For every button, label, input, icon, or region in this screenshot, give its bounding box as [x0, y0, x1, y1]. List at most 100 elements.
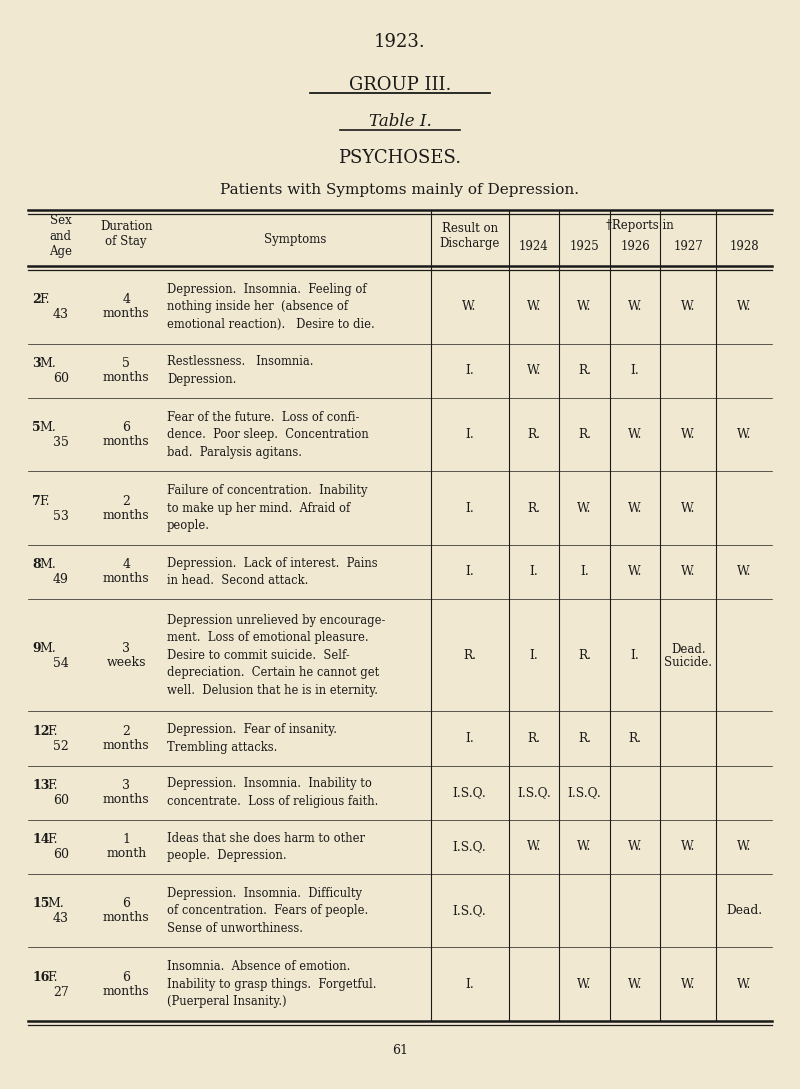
Text: in head.  Second attack.: in head. Second attack.: [167, 574, 308, 587]
Text: 13: 13: [32, 779, 50, 792]
Text: I.S.Q.: I.S.Q.: [453, 904, 486, 917]
Text: months: months: [103, 371, 150, 384]
Text: W.: W.: [526, 841, 541, 854]
Text: 60: 60: [53, 372, 69, 386]
Text: 1923.: 1923.: [374, 33, 426, 51]
Text: 15: 15: [32, 897, 50, 910]
Text: 6: 6: [122, 897, 130, 910]
Text: I.: I.: [630, 364, 639, 377]
Text: I.S.Q.: I.S.Q.: [453, 786, 486, 799]
Text: Depression.  Fear of insanity.: Depression. Fear of insanity.: [167, 723, 337, 736]
Text: Result on
Discharge: Result on Discharge: [439, 222, 500, 250]
Text: 52: 52: [53, 739, 69, 752]
Text: (Puerperal Insanity.): (Puerperal Insanity.): [167, 995, 286, 1008]
Text: W.: W.: [578, 301, 592, 314]
Text: I.: I.: [465, 428, 474, 441]
Text: Ideas that she does harm to other: Ideas that she does harm to other: [167, 832, 365, 845]
Text: M.: M.: [39, 357, 56, 370]
Text: 4: 4: [122, 559, 130, 572]
Text: 60: 60: [53, 794, 69, 807]
Text: months: months: [103, 509, 150, 522]
Text: 2: 2: [122, 725, 130, 738]
Text: 7: 7: [32, 494, 41, 507]
Text: 54: 54: [53, 657, 69, 670]
Text: months: months: [103, 739, 150, 751]
Text: Insomnia.  Absence of emotion.: Insomnia. Absence of emotion.: [167, 960, 350, 974]
Text: 3: 3: [32, 357, 41, 370]
Text: I.: I.: [630, 649, 639, 662]
Text: Sex
and
Age: Sex and Age: [50, 215, 72, 257]
Text: months: months: [103, 307, 150, 320]
Text: Failure of concentration.  Inability: Failure of concentration. Inability: [167, 485, 367, 497]
Text: W.: W.: [628, 978, 642, 991]
Text: 2: 2: [32, 293, 41, 306]
Text: R.: R.: [629, 732, 642, 745]
Text: Duration
of Stay: Duration of Stay: [100, 220, 153, 248]
Text: dence.  Poor sleep.  Concentration: dence. Poor sleep. Concentration: [167, 428, 369, 441]
Text: R.: R.: [463, 649, 476, 662]
Text: W.: W.: [737, 428, 751, 441]
Text: 43: 43: [53, 913, 69, 926]
Text: Depression.  Insomnia.  Feeling of: Depression. Insomnia. Feeling of: [167, 283, 366, 296]
Text: F.: F.: [39, 494, 50, 507]
Text: F.: F.: [47, 725, 58, 738]
Text: W.: W.: [628, 301, 642, 314]
Text: W.: W.: [737, 565, 751, 578]
Text: W.: W.: [737, 978, 751, 991]
Text: W.: W.: [526, 364, 541, 377]
Text: 43: 43: [53, 308, 69, 321]
Text: R.: R.: [578, 649, 591, 662]
Text: M.: M.: [39, 421, 56, 435]
Text: 35: 35: [53, 436, 69, 449]
Text: months: months: [103, 793, 150, 806]
Text: R.: R.: [578, 364, 591, 377]
Text: months: months: [103, 911, 150, 925]
Text: bad.  Paralysis agitans.: bad. Paralysis agitans.: [167, 445, 302, 458]
Text: W.: W.: [628, 841, 642, 854]
Text: 6: 6: [122, 970, 130, 983]
Text: 1927: 1927: [674, 240, 703, 253]
Text: W.: W.: [526, 301, 541, 314]
Text: I.: I.: [530, 649, 538, 662]
Text: 14: 14: [32, 833, 50, 846]
Text: W.: W.: [681, 978, 695, 991]
Text: 1: 1: [122, 833, 130, 846]
Text: 1926: 1926: [620, 240, 650, 253]
Text: 4: 4: [122, 293, 130, 306]
Text: Trembling attacks.: Trembling attacks.: [167, 741, 278, 754]
Text: Depression.  Insomnia.  Inability to: Depression. Insomnia. Inability to: [167, 778, 372, 791]
Text: Depression unrelieved by encourage-: Depression unrelieved by encourage-: [167, 614, 386, 626]
Text: I.: I.: [465, 565, 474, 578]
Text: to make up her mind.  Afraid of: to make up her mind. Afraid of: [167, 502, 350, 515]
Text: months: months: [103, 435, 150, 448]
Text: 16: 16: [32, 970, 50, 983]
Text: well.  Delusion that he is in eternity.: well. Delusion that he is in eternity.: [167, 684, 378, 697]
Text: 2: 2: [122, 494, 130, 507]
Text: W.: W.: [578, 978, 592, 991]
Text: Symptoms: Symptoms: [263, 233, 326, 246]
Text: GROUP III.: GROUP III.: [349, 76, 451, 94]
Text: month: month: [106, 847, 146, 860]
Text: I.: I.: [580, 565, 589, 578]
Text: I.: I.: [465, 364, 474, 377]
Text: F.: F.: [47, 833, 58, 846]
Text: Sense of unworthiness.: Sense of unworthiness.: [167, 921, 303, 934]
Text: 1928: 1928: [730, 240, 759, 253]
Text: W.: W.: [628, 502, 642, 515]
Text: W.: W.: [578, 841, 592, 854]
Text: months: months: [103, 984, 150, 998]
Text: W.: W.: [628, 565, 642, 578]
Text: I.: I.: [465, 732, 474, 745]
Text: W.: W.: [681, 301, 695, 314]
Text: Depression.  Lack of interest.  Pains: Depression. Lack of interest. Pains: [167, 556, 378, 570]
Text: 53: 53: [53, 510, 69, 523]
Text: 61: 61: [392, 1044, 408, 1057]
Text: F.: F.: [39, 293, 50, 306]
Text: ment.  Loss of emotional pleasure.: ment. Loss of emotional pleasure.: [167, 632, 369, 645]
Text: months: months: [103, 573, 150, 586]
Text: Dead.: Dead.: [726, 904, 762, 917]
Text: M.: M.: [39, 641, 56, 654]
Text: R.: R.: [578, 732, 591, 745]
Text: emotional reaction).   Desire to die.: emotional reaction). Desire to die.: [167, 318, 374, 331]
Text: I.: I.: [530, 565, 538, 578]
